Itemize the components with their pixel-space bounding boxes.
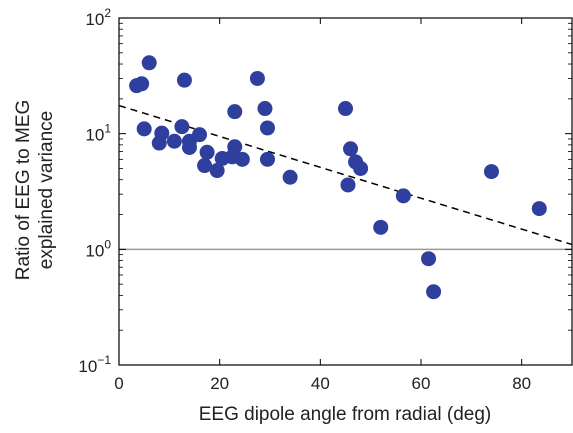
trend-line [118, 104, 573, 246]
data-point [192, 127, 208, 143]
data-point [483, 164, 499, 180]
data-point [531, 201, 547, 217]
x-tick-label: 80 [512, 374, 531, 393]
data-point [234, 151, 250, 167]
data-point [395, 188, 411, 204]
y-tick-exponent: 1 [104, 122, 111, 136]
plot-frame [118, 17, 573, 366]
data-point [259, 120, 275, 136]
x-tick-label: 40 [311, 374, 330, 393]
data-point [343, 141, 359, 157]
data-point [421, 251, 437, 267]
data-point [154, 125, 170, 141]
data-point [227, 104, 243, 120]
data-point [197, 158, 213, 174]
y-axis-title-line-2: explained variance [36, 111, 57, 269]
data-point [174, 119, 190, 135]
data-point [141, 55, 157, 71]
x-tick-label: 60 [412, 374, 431, 393]
data-point [249, 70, 265, 86]
y-tick-label: 100 [85, 237, 111, 260]
data-point [338, 101, 353, 117]
data-point [176, 72, 192, 88]
y-tick-label: 101 [85, 122, 111, 145]
data-point [227, 139, 243, 155]
data-point [373, 219, 389, 235]
x-tick-label: 20 [210, 374, 229, 393]
y-tick-label: 102 [85, 6, 111, 29]
y-tick-exponent: −1 [97, 353, 111, 367]
data-point [136, 121, 152, 137]
y-tick-exponent: 0 [104, 237, 111, 251]
data-point [353, 160, 369, 176]
data-point [340, 177, 356, 193]
data-point [282, 169, 298, 185]
y-axis-title: Ratio of EEG to MEG explained variance [13, 100, 57, 281]
data-point [199, 144, 215, 160]
x-tick-label: 0 [114, 374, 123, 393]
data-point [166, 133, 182, 149]
data-point [259, 151, 275, 167]
data-point [257, 101, 273, 117]
y-tick-exponent: 2 [104, 6, 111, 20]
data-point [209, 163, 225, 179]
y-axis-title-line-1: Ratio of EEG to MEG [13, 100, 34, 281]
data-point [134, 76, 150, 92]
y-tick-label: 10−1 [78, 353, 111, 376]
x-axis-title: EEG dipole angle from radial (deg) [199, 404, 492, 425]
data-point [426, 284, 442, 300]
